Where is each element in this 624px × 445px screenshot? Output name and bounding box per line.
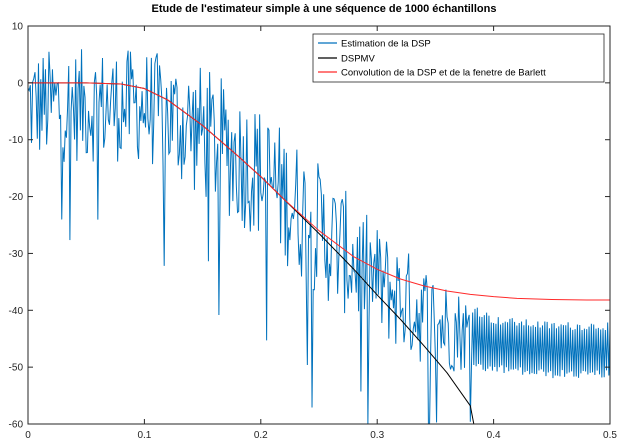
y-tick-label: 10: [12, 22, 24, 33]
x-tick-label: 0.4: [487, 430, 501, 441]
series-dsp-estimate-line: [27, 49, 611, 425]
plot-frame: [27, 25, 611, 425]
y-tick-label: 0: [17, 78, 23, 89]
y-tick-label: -50: [9, 363, 24, 374]
y-tick-label: -10: [9, 135, 24, 146]
y-tick-label: -20: [9, 192, 24, 203]
y-tick-label: -30: [9, 249, 24, 260]
x-tick-label: 0.2: [254, 430, 268, 441]
x-tick-label: 0.3: [370, 430, 384, 441]
y-tick-label: -40: [9, 306, 24, 317]
legend: Estimation de la DSP DSPMV Convolution d…: [312, 33, 605, 83]
x-tick-label: 0.5: [603, 430, 617, 441]
series-convolution-line: [28, 82, 610, 301]
ticks-layer: 0 0.1 0.2 0.3 0.4 0.5 10 0 -10 -20 -30 -40 -50 -60: [9, 22, 618, 442]
x-tick-label: 0: [25, 430, 31, 441]
chart-title: Etude de l'estimateur simple à une séque…: [152, 3, 497, 15]
legend-label-dsp-estimate: Estimation de la DSP: [341, 39, 431, 50]
legend-label-convolution: Convolution de la DSP et de la fenetre d…: [341, 68, 546, 79]
y-tick-label: -60: [9, 420, 24, 431]
legend-box: [312, 33, 605, 83]
series-layer: [27, 49, 611, 425]
legend-label-dspmv: DSPMV: [341, 54, 375, 65]
x-tick-label: 0.1: [137, 430, 151, 441]
